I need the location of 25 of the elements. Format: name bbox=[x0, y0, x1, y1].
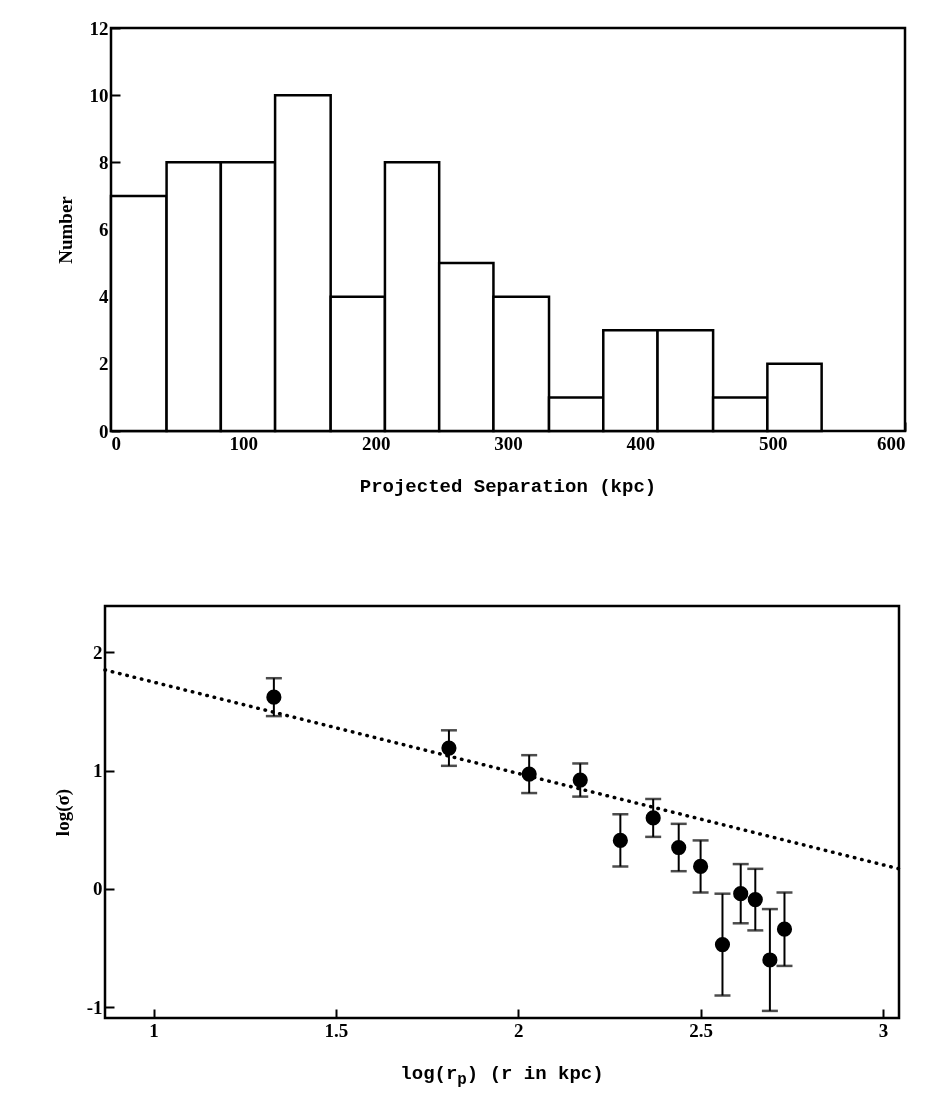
y-tick-label: 8 bbox=[99, 151, 109, 173]
x-tick-label: 600 bbox=[877, 432, 906, 454]
x-tick-label: 300 bbox=[494, 432, 523, 454]
x-tick-label: 200 bbox=[361, 432, 391, 454]
y-tick-label: 1 bbox=[93, 760, 103, 782]
y-tick-label: 10 bbox=[89, 84, 109, 106]
x-axis-title: log(r$_{p}$) (r in kpc) bbox=[399, 1063, 605, 1091]
y-tick-label: 0 bbox=[93, 878, 103, 900]
x-tick-label: 1 bbox=[149, 1019, 159, 1041]
x-tick-label: 3 bbox=[878, 1019, 889, 1041]
y-tick-label: -1 bbox=[86, 996, 103, 1018]
y-axis-title: log(σ) bbox=[51, 788, 74, 837]
x-tick-label: 2 bbox=[513, 1019, 524, 1041]
y-tick-label: 2 bbox=[93, 641, 103, 663]
x-axis-title: Projected Separation (kpc) bbox=[358, 476, 658, 500]
x-tick-label: 400 bbox=[626, 432, 656, 454]
y-tick-label: 2 bbox=[99, 353, 109, 375]
x-tick-label: 100 bbox=[229, 432, 259, 454]
y-axis-title: Number bbox=[54, 195, 76, 264]
y-tick-label: 6 bbox=[99, 219, 109, 240]
x-tick-label: 1.5 bbox=[324, 1019, 349, 1041]
x-tick-label: 2.5 bbox=[689, 1019, 713, 1041]
y-tick-label: 12 bbox=[89, 17, 109, 39]
y-tick-label: 4 bbox=[99, 286, 109, 308]
x-tick-label: 500 bbox=[758, 432, 788, 454]
